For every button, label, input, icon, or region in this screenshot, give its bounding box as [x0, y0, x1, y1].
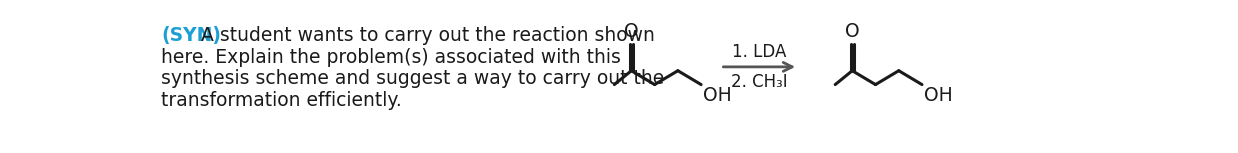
- Text: transformation efficiently.: transformation efficiently.: [161, 91, 401, 110]
- Text: O: O: [846, 22, 859, 41]
- Text: OH: OH: [925, 86, 953, 105]
- Text: (SYN): (SYN): [161, 26, 220, 45]
- Text: O: O: [624, 22, 639, 41]
- Text: A student wants to carry out the reaction shown: A student wants to carry out the reactio…: [202, 26, 655, 45]
- Text: OH: OH: [703, 86, 732, 105]
- Text: here. Explain the problem(s) associated with this: here. Explain the problem(s) associated …: [161, 48, 620, 67]
- Text: 1. LDA: 1. LDA: [732, 43, 786, 61]
- Text: 2. CH₃I: 2. CH₃I: [730, 73, 787, 91]
- Text: synthesis scheme and suggest a way to carry out the: synthesis scheme and suggest a way to ca…: [161, 69, 665, 88]
